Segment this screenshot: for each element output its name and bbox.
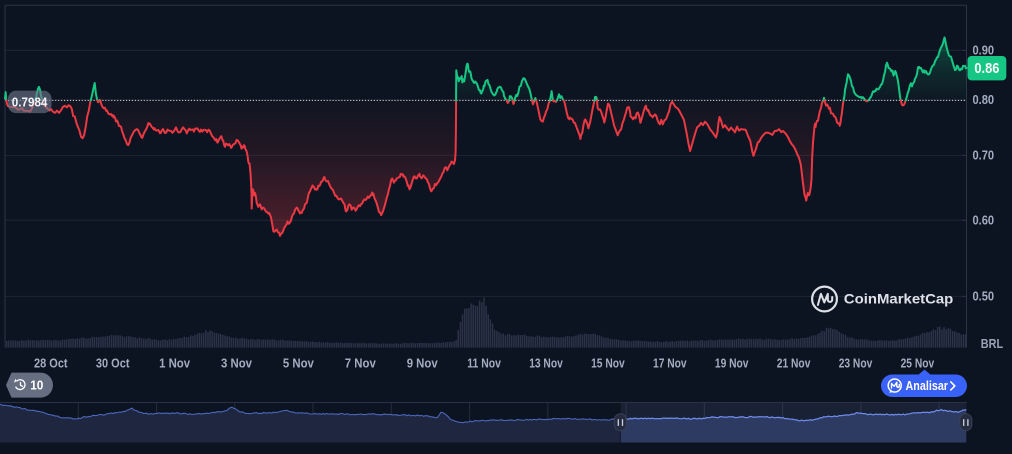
- svg-text:0.70: 0.70: [973, 149, 995, 163]
- svg-text:9 Nov: 9 Nov: [407, 357, 438, 371]
- svg-text:CoinMarketCap: CoinMarketCap: [844, 291, 954, 307]
- svg-text:1 Nov: 1 Nov: [159, 357, 190, 371]
- svg-text:BRL: BRL: [981, 336, 1003, 351]
- svg-text:21 Nov: 21 Nov: [777, 357, 811, 371]
- svg-text:28 Oct: 28 Oct: [34, 357, 68, 371]
- svg-text:19 Nov: 19 Nov: [715, 357, 749, 371]
- svg-text:5 Nov: 5 Nov: [283, 357, 314, 371]
- svg-text:7 Nov: 7 Nov: [345, 357, 376, 371]
- svg-text:10: 10: [30, 378, 43, 393]
- svg-text:25 Nov: 25 Nov: [901, 357, 935, 371]
- svg-text:Analisar: Analisar: [906, 378, 949, 393]
- svg-text:0.90: 0.90: [973, 44, 995, 58]
- svg-text:0.86: 0.86: [974, 61, 999, 77]
- svg-text:17 Nov: 17 Nov: [653, 357, 687, 371]
- svg-text:0.7984: 0.7984: [12, 94, 48, 109]
- svg-text:30 Oct: 30 Oct: [96, 357, 130, 371]
- svg-text:3 Nov: 3 Nov: [221, 357, 252, 371]
- svg-text:0.60: 0.60: [973, 214, 995, 228]
- svg-text:0.80: 0.80: [973, 93, 995, 107]
- svg-text:23 Nov: 23 Nov: [839, 357, 873, 371]
- svg-text:11 Nov: 11 Nov: [467, 357, 501, 371]
- svg-text:15 Nov: 15 Nov: [591, 357, 625, 371]
- svg-text:13 Nov: 13 Nov: [529, 357, 563, 371]
- svg-text:0.50: 0.50: [973, 290, 995, 304]
